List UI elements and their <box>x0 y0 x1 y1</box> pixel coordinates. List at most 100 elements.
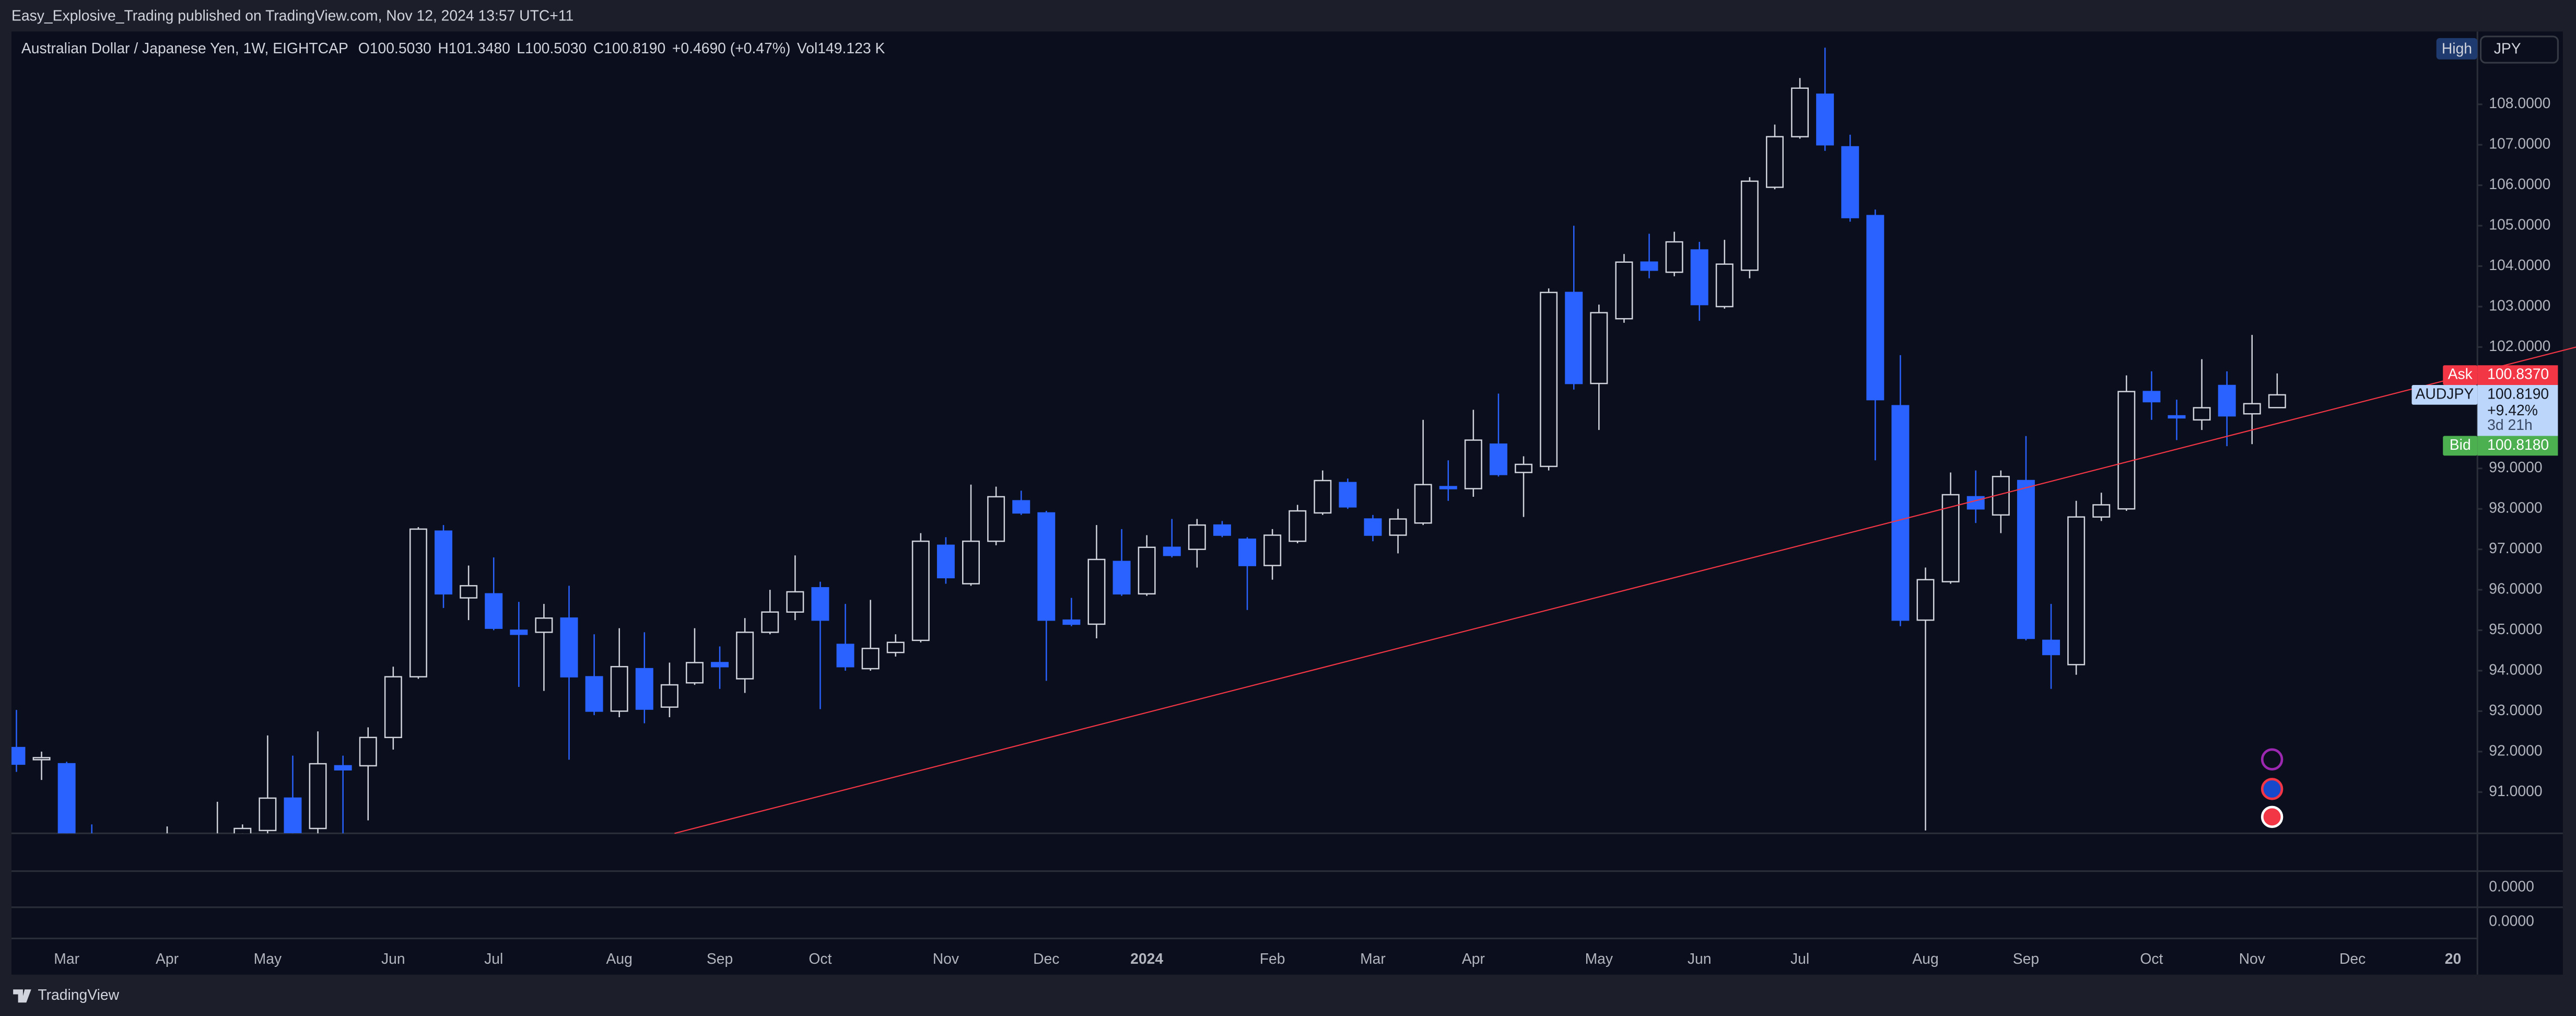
price-label-tag: Bid <box>2450 436 2471 453</box>
candle-body <box>1113 560 1131 595</box>
candle-body <box>359 737 377 767</box>
y-tick-label: 106.0000 <box>2489 176 2550 192</box>
candle-body <box>1464 439 1482 489</box>
x-tick-label: Jun <box>381 950 405 967</box>
candle-body <box>2243 403 2261 415</box>
high-tag-bg <box>2436 38 2478 60</box>
ohlc-value: 100.5030 <box>370 40 431 56</box>
x-tick-label: Jul <box>1790 950 1809 967</box>
symbol: Australian Dollar / Japanese Yen, 1W, EI… <box>21 40 348 56</box>
event-icon[interactable] <box>2261 778 2284 800</box>
price-label-bg <box>2477 365 2558 385</box>
y-tick-label: 108.0000 <box>2489 95 2550 111</box>
price-label-bg <box>2477 436 2558 456</box>
y-tick-label: 104.0000 <box>2489 256 2550 273</box>
candle-body <box>259 797 277 832</box>
x-tick-label: Aug <box>606 950 633 967</box>
candle-body <box>284 797 302 834</box>
candle-body <box>1515 463 1533 473</box>
x-tick-label: Apr <box>1462 950 1485 967</box>
candle-body <box>1816 94 1834 146</box>
event-icon[interactable] <box>2261 748 2284 770</box>
x-tick-label: Dec <box>1033 950 1059 967</box>
candle-body <box>1389 518 1407 536</box>
candle-body <box>2193 407 2211 421</box>
price-label-value: 100.8190 <box>2487 385 2549 402</box>
candle-body <box>1715 263 1734 308</box>
brand: TradingView <box>38 986 119 1003</box>
y-tick-label: 97.0000 <box>2489 540 2542 556</box>
candle-body <box>1138 546 1156 595</box>
candle-body <box>711 662 729 668</box>
candle-body <box>585 676 603 712</box>
candle-body <box>1590 312 1608 384</box>
y-tick-label: 107.0000 <box>2489 135 2550 152</box>
candle-body <box>57 763 76 834</box>
currency-button[interactable] <box>2479 36 2559 64</box>
candle-body <box>1289 510 1307 542</box>
x-tick-label: Apr <box>156 950 179 967</box>
candle-body <box>1941 494 1960 582</box>
candle-body <box>1414 484 1432 524</box>
candle-body <box>510 629 528 635</box>
candle-body <box>2042 639 2060 656</box>
candle-body <box>2142 391 2161 403</box>
currency[interactable]: JPY <box>2494 40 2521 56</box>
candle-body <box>409 528 427 678</box>
candle-body <box>384 676 402 739</box>
y-tick-label: 99.0000 <box>2489 459 2542 475</box>
candle-body <box>1791 87 1809 137</box>
x-tick-label: Feb <box>1260 950 1285 967</box>
candle-body <box>1765 136 1784 188</box>
x-tick-label: Aug <box>1912 950 1938 967</box>
vol-value: 149.123 K <box>817 40 885 56</box>
price-label-tag-bg <box>2443 365 2478 385</box>
candle-body <box>610 665 628 712</box>
candle-body <box>2067 516 2086 665</box>
candle-body <box>1037 512 1056 621</box>
x-tick-label: Jun <box>1688 950 1712 967</box>
candle-body <box>1439 486 1457 489</box>
y-tick-label: 103.0000 <box>2489 297 2550 313</box>
y-tick-label: 0.0000 <box>2489 913 2534 929</box>
candle-body <box>1339 482 1357 508</box>
candle-body <box>1489 443 1507 475</box>
x-tick-label: Mar <box>1360 950 1386 967</box>
candle-body <box>1314 480 1332 514</box>
candle-body <box>1540 291 1558 468</box>
publisher: Easy_Explosive_Trading published on Trad… <box>11 7 573 24</box>
price-pane <box>11 48 2286 834</box>
price-label-tag-bg <box>2443 436 2478 456</box>
x-tick-label: Nov <box>933 950 959 967</box>
candle-body <box>2092 504 2111 518</box>
candle-body <box>1615 261 1633 320</box>
candle-body <box>1665 241 1683 273</box>
candle-body <box>1062 619 1081 625</box>
x-tick-label: Sep <box>707 950 733 967</box>
candle-body <box>1565 291 1583 384</box>
candle-body <box>1690 249 1708 306</box>
candle-body <box>535 617 553 633</box>
candle-body <box>936 544 955 579</box>
price-label-value: 100.8370 <box>2487 366 2549 382</box>
y-tick-label: 102.0000 <box>2489 337 2550 354</box>
price-label-value: 100.8180 <box>2487 436 2549 453</box>
x-tick-label: Sep <box>2013 950 2039 967</box>
y-tick-label: 0.0000 <box>2489 878 2534 895</box>
candle-body <box>635 668 653 710</box>
candle-body <box>1364 518 1382 536</box>
ohlc-value: 100.8190 <box>604 40 665 56</box>
candle-body <box>334 765 352 770</box>
candle-body <box>1891 405 1910 621</box>
price-label-tag-bg <box>2411 384 2478 405</box>
candle-body <box>1866 215 1884 401</box>
candle-body <box>811 587 829 621</box>
candle-body <box>1640 261 1658 271</box>
event-icon[interactable] <box>2261 805 2284 828</box>
price-label-bg <box>2477 384 2558 436</box>
candle-body <box>1087 558 1106 625</box>
brand-logo <box>13 989 31 1003</box>
candle-body <box>11 746 26 765</box>
